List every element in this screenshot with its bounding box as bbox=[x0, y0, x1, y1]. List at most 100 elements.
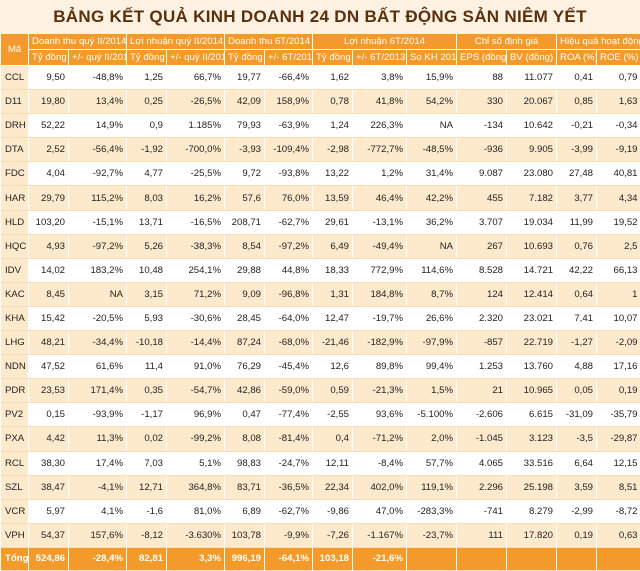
sub-header-cell: So KH 2014 bbox=[407, 50, 457, 66]
value-cell: 15,42 bbox=[29, 306, 69, 330]
value-cell: -109,4% bbox=[265, 138, 313, 162]
sub-header-cell: +/- quý II/2013 bbox=[167, 50, 225, 66]
value-cell: 0,25 bbox=[127, 90, 167, 114]
value-cell: 19.034 bbox=[507, 210, 557, 234]
value-cell: 12,11 bbox=[313, 451, 353, 475]
sub-header-cell: Tỷ đồng bbox=[313, 50, 353, 66]
value-cell: 6,64 bbox=[557, 451, 597, 475]
sub-header-cell: Tỷ đồng bbox=[225, 50, 265, 66]
col-header-code: Mã bbox=[1, 34, 29, 66]
company-code-cell: RCL bbox=[1, 451, 29, 475]
value-cell: 6.615 bbox=[507, 403, 557, 427]
total-value-cell: -64,1% bbox=[265, 547, 313, 570]
value-cell: 364,8% bbox=[167, 475, 225, 499]
value-cell: 10.642 bbox=[507, 114, 557, 138]
page-title: BẢNG KẾT QUẢ KINH DOANH 24 DN BẤT ĐỘNG S… bbox=[0, 0, 640, 34]
value-cell: 20.067 bbox=[507, 90, 557, 114]
value-cell: 14.721 bbox=[507, 258, 557, 282]
value-cell: -8,4% bbox=[353, 451, 407, 475]
value-cell: -4,1% bbox=[69, 475, 127, 499]
value-cell: 2.320 bbox=[457, 306, 507, 330]
value-cell: 157,6% bbox=[69, 523, 127, 547]
value-cell: 42,86 bbox=[225, 379, 265, 403]
value-cell: -62,7% bbox=[265, 499, 313, 523]
value-cell: 66,13 bbox=[597, 258, 640, 282]
value-cell: 158,9% bbox=[265, 90, 313, 114]
value-cell: -1,27 bbox=[557, 331, 597, 355]
value-cell: -14,4% bbox=[167, 331, 225, 355]
group-header-revenue-6m: Doanh thu 6T/2014 bbox=[225, 34, 313, 50]
value-cell: -936 bbox=[457, 138, 507, 162]
value-cell: -56,4% bbox=[69, 138, 127, 162]
value-cell: 226,3% bbox=[353, 114, 407, 138]
value-cell: 4,77 bbox=[127, 162, 167, 186]
value-cell: 54,37 bbox=[29, 523, 69, 547]
value-cell: 3.707 bbox=[457, 210, 507, 234]
value-cell: 7,41 bbox=[557, 306, 597, 330]
value-cell: -49,4% bbox=[353, 234, 407, 258]
company-code-cell: SZL bbox=[1, 475, 29, 499]
value-cell: 19,80 bbox=[29, 90, 69, 114]
value-cell: 12,6 bbox=[313, 355, 353, 379]
sub-header-cell: +/- 6T/2013 bbox=[265, 50, 313, 66]
value-cell: 0,19 bbox=[557, 523, 597, 547]
value-cell: 91,0% bbox=[167, 355, 225, 379]
company-code-cell: PDR bbox=[1, 379, 29, 403]
value-cell: 6,89 bbox=[225, 499, 265, 523]
value-cell: 0,4 bbox=[313, 427, 353, 451]
value-cell: -1,17 bbox=[127, 403, 167, 427]
value-cell: 42,22 bbox=[557, 258, 597, 282]
value-cell: -48,5% bbox=[407, 138, 457, 162]
value-cell: 10.693 bbox=[507, 234, 557, 258]
company-code-cell: PXA bbox=[1, 427, 29, 451]
company-code-cell: LHG bbox=[1, 331, 29, 355]
value-cell: 19,77 bbox=[225, 66, 265, 90]
value-cell: 1 bbox=[597, 282, 640, 306]
value-cell: 1.253 bbox=[457, 355, 507, 379]
value-cell: 8,51 bbox=[597, 475, 640, 499]
value-cell: 23.021 bbox=[507, 306, 557, 330]
value-cell: 9.087 bbox=[457, 162, 507, 186]
value-cell: -81,4% bbox=[265, 427, 313, 451]
value-cell: -64,0% bbox=[265, 306, 313, 330]
total-value-cell: 82,81 bbox=[127, 547, 167, 570]
value-cell: 21 bbox=[457, 379, 507, 403]
company-code-cell: DTA bbox=[1, 138, 29, 162]
value-cell: -1,92 bbox=[127, 138, 167, 162]
value-cell: 4,93 bbox=[29, 234, 69, 258]
value-cell: 3,59 bbox=[557, 475, 597, 499]
value-cell: 12,71 bbox=[127, 475, 167, 499]
value-cell: 47,0% bbox=[353, 499, 407, 523]
value-cell: 11,4 bbox=[127, 355, 167, 379]
value-cell: -31,09 bbox=[557, 403, 597, 427]
value-cell: -38,3% bbox=[167, 234, 225, 258]
value-cell: -3.630% bbox=[167, 523, 225, 547]
value-cell: 44,8% bbox=[265, 258, 313, 282]
value-cell: 0,9 bbox=[127, 114, 167, 138]
value-cell: 8.528 bbox=[457, 258, 507, 282]
company-code-cell: HLD bbox=[1, 210, 29, 234]
value-cell: 25.198 bbox=[507, 475, 557, 499]
group-header-profit-q2: Lợi nhuận quý II/2014 bbox=[127, 34, 225, 50]
value-cell: -772,7% bbox=[353, 138, 407, 162]
value-cell: -1,6 bbox=[127, 499, 167, 523]
value-cell: -35,79 bbox=[597, 403, 640, 427]
value-cell: 5,97 bbox=[29, 499, 69, 523]
group-header-revenue-q2: Doanh thu quý II/2014 bbox=[29, 34, 127, 50]
value-cell: -34,4% bbox=[69, 331, 127, 355]
value-cell: 3,77 bbox=[557, 186, 597, 210]
value-cell: 33.516 bbox=[507, 451, 557, 475]
value-cell: -19,7% bbox=[353, 306, 407, 330]
value-cell: 54,2% bbox=[407, 90, 457, 114]
value-cell: 12,47 bbox=[313, 306, 353, 330]
value-cell: 26,6% bbox=[407, 306, 457, 330]
value-cell: -97,2% bbox=[265, 234, 313, 258]
value-cell: 9.905 bbox=[507, 138, 557, 162]
